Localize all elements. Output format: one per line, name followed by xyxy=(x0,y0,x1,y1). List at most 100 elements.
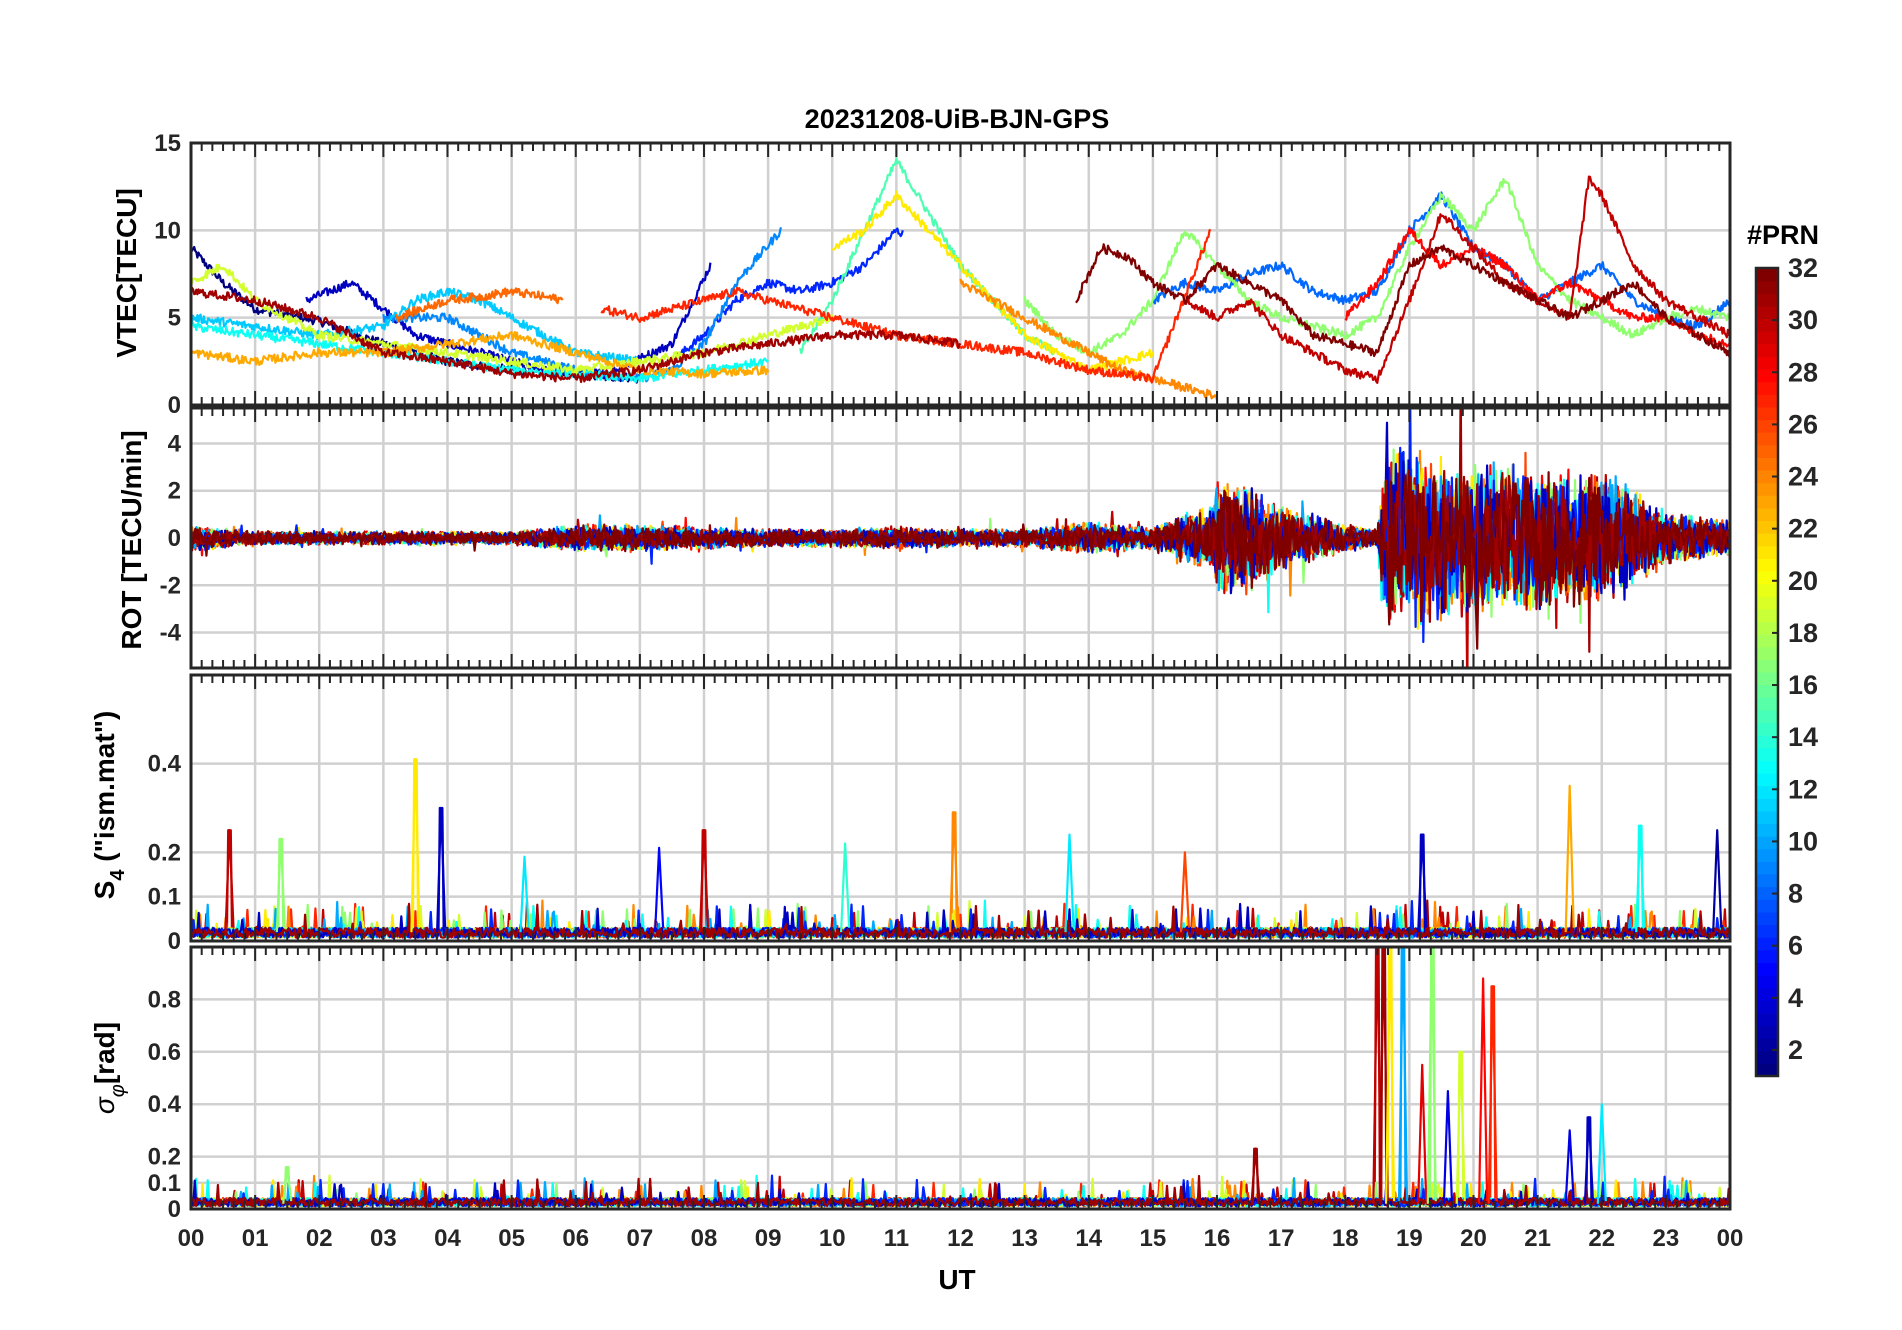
x-tick-label: 10 xyxy=(819,1225,846,1252)
rot-ylabel: ROT [TECU/min] xyxy=(116,430,147,649)
s4-spike xyxy=(410,758,421,933)
colorbar-segment xyxy=(1756,470,1778,484)
colorbar-segment xyxy=(1756,1000,1778,1014)
vtec-ytick-label: 0 xyxy=(168,392,181,419)
x-axis-label: UT xyxy=(938,1264,975,1295)
sigma-spike xyxy=(1397,947,1409,1204)
s4-spike xyxy=(840,842,851,933)
colorbar-segment xyxy=(1756,1050,1778,1064)
colorbar-segment xyxy=(1756,381,1778,395)
sigma-ytick-label: 0 xyxy=(168,1196,181,1223)
s4-ylabel: S4 ("ism.mat") xyxy=(89,711,129,900)
rot-ytick-label: 0 xyxy=(168,525,181,552)
vtec-series-prn-31 xyxy=(191,286,962,384)
s4-spike xyxy=(224,829,235,933)
vtec-series-prn-32 xyxy=(1075,243,1730,358)
vtec-series-prn-25 xyxy=(395,287,564,323)
sigma-spike xyxy=(1417,1063,1428,1204)
s4-spike xyxy=(698,829,710,933)
colorbar-segment xyxy=(1756,672,1778,686)
s4-spike xyxy=(1564,784,1575,933)
colorbar-segment xyxy=(1756,533,1778,547)
x-tick-label: 17 xyxy=(1268,1225,1295,1252)
colorbar-segment xyxy=(1756,457,1778,471)
colorbar-segment xyxy=(1756,419,1778,433)
rot-panel: -4 -2 0 2 4 xyxy=(160,406,1732,670)
colorbar-segment xyxy=(1756,293,1778,307)
sigma-ytick-label: 0.6 xyxy=(148,1039,181,1066)
s4-spike xyxy=(654,846,665,933)
x-tick-label: 18 xyxy=(1332,1225,1359,1252)
vtec-series-prn-30 xyxy=(1184,175,1730,384)
sigma-spike xyxy=(282,1165,293,1204)
colorbar-segment xyxy=(1756,608,1778,623)
colorbar-segment xyxy=(1756,874,1778,888)
vtec-series-prn-28 xyxy=(1344,226,1730,349)
colorbar-segment xyxy=(1756,495,1778,509)
x-tick-label: 06 xyxy=(562,1225,589,1252)
colorbar-tick-label: 24 xyxy=(1788,462,1818,492)
vtec-series-prn-17 xyxy=(1023,178,1730,356)
vtec-ytick-label: 15 xyxy=(154,130,181,157)
colorbar-tick-label: 6 xyxy=(1788,931,1803,961)
sigma-phi-panel: 00.10.2 0.4 0.6 0.8 xyxy=(148,945,1732,1223)
vtec-ylabel: VTEC[TECU] xyxy=(111,188,142,358)
colorbar-segment xyxy=(1756,305,1778,320)
colorbar-segment xyxy=(1756,356,1778,370)
x-tick-label: 19 xyxy=(1396,1225,1423,1252)
rot-ytick-label: 2 xyxy=(168,478,181,505)
sigma-spike xyxy=(1583,1116,1594,1204)
colorbar-segment xyxy=(1756,975,1778,989)
s4-spike xyxy=(1179,851,1190,933)
colorbar-segment xyxy=(1756,318,1778,332)
sigma-ytick-label: 0.4 xyxy=(148,1091,182,1118)
sigma-spike xyxy=(1385,947,1396,1204)
x-tick-label: 05 xyxy=(498,1225,525,1252)
colorbar-tick-label: 2 xyxy=(1788,1035,1803,1065)
colorbar-tick-label: 26 xyxy=(1788,409,1818,439)
colorbar-segment xyxy=(1756,634,1778,648)
x-tick-label: 16 xyxy=(1204,1225,1231,1252)
sigma-spike xyxy=(1478,977,1489,1204)
x-tick-label: 14 xyxy=(1075,1225,1102,1252)
x-tick-label: 22 xyxy=(1588,1225,1615,1252)
colorbar-segment xyxy=(1756,773,1778,787)
colorbar-segment xyxy=(1756,558,1778,572)
sigma-axes-frame xyxy=(189,945,1732,1211)
colorbar-segment xyxy=(1756,785,1778,799)
sigma-spike xyxy=(1455,1050,1466,1204)
colorbar-label: #PRN xyxy=(1747,220,1819,250)
colorbar-tick-label: 22 xyxy=(1788,514,1818,544)
figure-title: 20231208-UiB-BJN-GPS xyxy=(805,104,1110,134)
x-tick-label: 00 xyxy=(1717,1225,1744,1252)
x-tick-label: 01 xyxy=(242,1225,269,1252)
colorbar-segment xyxy=(1756,621,1778,635)
x-tick-label: 09 xyxy=(755,1225,782,1252)
s4-panel: 0 0.1 0.2 0.4 xyxy=(148,673,1732,955)
colorbar-segment xyxy=(1756,280,1778,294)
vtec-series-prn-23 xyxy=(191,331,770,379)
s4-spike xyxy=(1635,824,1646,933)
colorbar-segment xyxy=(1756,709,1778,724)
sigma-spike xyxy=(1596,1103,1607,1204)
s4-spike xyxy=(436,806,447,933)
s4-ytick-label: 0.4 xyxy=(148,751,182,778)
sigma-ylabel-main: σ xyxy=(89,1096,120,1114)
s4-spike xyxy=(1417,833,1428,933)
colorbar-segment xyxy=(1756,924,1778,938)
s4-spike xyxy=(275,837,286,933)
s4-ytick-label: 0 xyxy=(168,928,181,955)
colorbar-tick-label: 8 xyxy=(1788,879,1803,909)
x-tick-label: 15 xyxy=(1140,1225,1167,1252)
sigma-ylabel-rest: [rad] xyxy=(89,1022,120,1084)
vtec-axes-frame xyxy=(189,141,1732,407)
rot-ytick-label: 4 xyxy=(168,430,182,457)
colorbar-segment xyxy=(1756,684,1778,698)
x-tick-label: 08 xyxy=(691,1225,718,1252)
x-tick-label: 21 xyxy=(1524,1225,1551,1252)
colorbar-segment xyxy=(1756,886,1778,900)
vtec-series-prn-3 xyxy=(305,262,712,379)
colorbar-segment xyxy=(1756,861,1778,875)
